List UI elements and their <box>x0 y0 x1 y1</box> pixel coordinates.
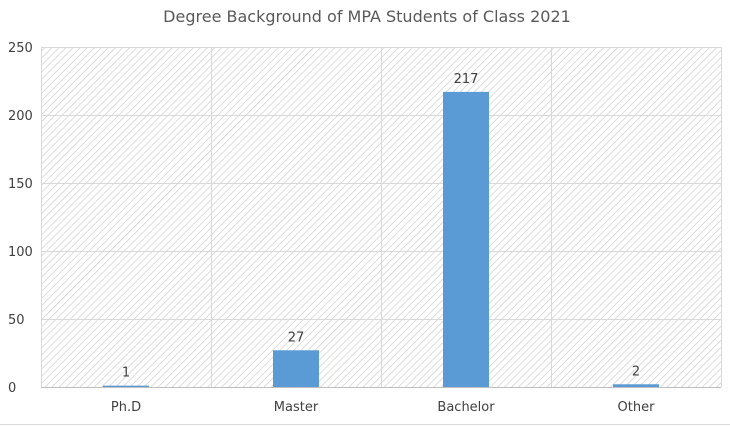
y-tick-label: 0 <box>8 381 16 396</box>
bar-other <box>613 384 659 387</box>
x-tick-label: Master <box>274 400 319 415</box>
bar-ph-d <box>103 385 149 387</box>
y-tick-label: 200 <box>8 109 33 124</box>
data-labels: 1 27 217 2 <box>122 72 640 381</box>
x-tick-label: Ph.D <box>111 400 141 415</box>
data-label: 2 <box>632 364 640 379</box>
bar-bachelor <box>443 91 489 387</box>
data-label: 1 <box>122 366 130 381</box>
x-tick-label: Bachelor <box>437 400 495 415</box>
y-tick-label: 150 <box>8 177 33 192</box>
y-tick-label: 250 <box>8 41 33 56</box>
bars <box>103 91 659 387</box>
y-tick-label: 100 <box>8 245 33 260</box>
gridlines <box>41 47 722 388</box>
x-axis: Ph.D Master Bachelor Other <box>111 400 655 415</box>
y-tick-label: 50 <box>8 313 25 328</box>
bottom-divider <box>0 424 730 425</box>
bar-master <box>273 350 319 387</box>
data-label: 27 <box>288 330 305 345</box>
chart-title: Degree Background of MPA Students of Cla… <box>163 7 571 26</box>
x-tick-label: Other <box>618 400 656 415</box>
data-label: 217 <box>454 72 479 87</box>
y-axis: 0 50 100 150 200 250 <box>8 41 33 396</box>
